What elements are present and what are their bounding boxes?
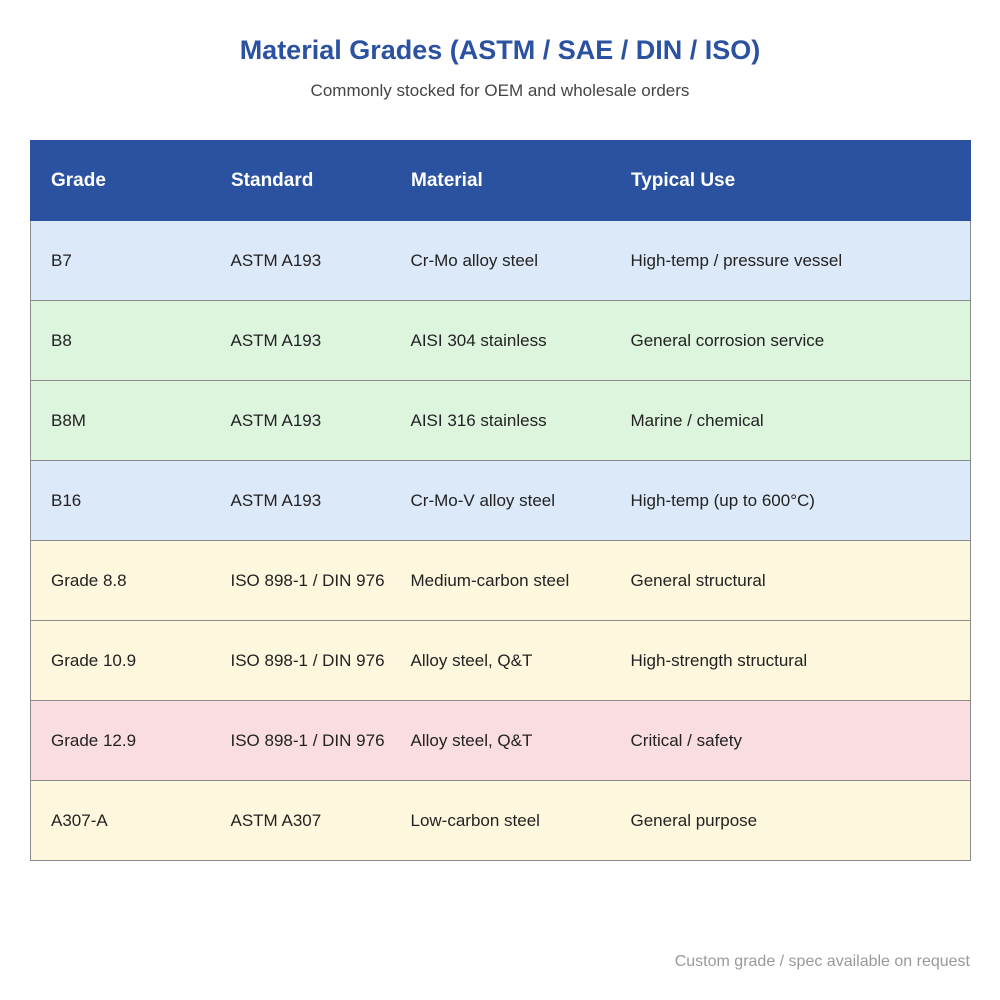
table-row: B16 ASTM A193 Cr-Mo-V alloy steel High-t… <box>30 460 971 541</box>
cell-typical-use: General corrosion service <box>610 300 971 381</box>
cell-material: Alloy steel, Q&T <box>390 700 611 781</box>
column-header-material: Material <box>390 140 611 221</box>
footer-note: Custom grade / spec available on request <box>674 953 970 970</box>
cell-standard: ASTM A193 <box>210 380 391 461</box>
cell-grade: B16 <box>30 460 211 541</box>
table-row: Grade 8.8 ISO 898-1 / DIN 976 Medium-car… <box>30 540 971 621</box>
cell-material: AISI 304 stainless <box>390 300 611 381</box>
cell-typical-use: Critical / safety <box>610 700 971 781</box>
cell-grade: Grade 8.8 <box>30 540 211 621</box>
table-row: B7 ASTM A193 Cr-Mo alloy steel High-temp… <box>30 220 971 301</box>
cell-material: Alloy steel, Q&T <box>390 620 611 701</box>
cell-typical-use: High-strength structural <box>610 620 971 701</box>
cell-grade: B8 <box>30 300 211 381</box>
cell-grade: A307-A <box>30 780 211 861</box>
column-header-standard: Standard <box>210 140 391 221</box>
column-header-typical-use: Typical Use <box>610 140 971 221</box>
cell-standard: ASTM A307 <box>210 780 391 861</box>
page-title: Material Grades (ASTM / SAE / DIN / ISO) <box>239 35 761 65</box>
cell-standard: ISO 898-1 / DIN 976 <box>210 540 391 621</box>
table-row: B8M ASTM A193 AISI 316 stainless Marine … <box>30 380 971 461</box>
cell-typical-use: High-temp (up to 600°C) <box>610 460 971 541</box>
cell-standard: ASTM A193 <box>210 220 391 301</box>
cell-standard: ASTM A193 <box>210 460 391 541</box>
cell-typical-use: General structural <box>610 540 971 621</box>
cell-material: Medium-carbon steel <box>390 540 611 621</box>
table-header-row: Grade Standard Material Typical Use <box>30 140 971 221</box>
table-row: Grade 10.9 ISO 898-1 / DIN 976 Alloy ste… <box>30 620 971 701</box>
cell-grade: B7 <box>30 220 211 301</box>
cell-typical-use: General purpose <box>610 780 971 861</box>
cell-material: Cr-Mo-V alloy steel <box>390 460 611 541</box>
cell-grade: Grade 10.9 <box>30 620 211 701</box>
table-row: A307-A ASTM A307 Low-carbon steel Genera… <box>30 780 971 861</box>
cell-standard: ISO 898-1 / DIN 976 <box>210 620 391 701</box>
table-row: B8 ASTM A193 AISI 304 stainless General … <box>30 300 971 381</box>
cell-typical-use: High-temp / pressure vessel <box>610 220 971 301</box>
cell-material: Low-carbon steel <box>390 780 611 861</box>
cell-typical-use: Marine / chemical <box>610 380 971 461</box>
cell-standard: ISO 898-1 / DIN 976 <box>210 700 391 781</box>
page-subtitle: Commonly stocked for OEM and wholesale o… <box>310 81 690 100</box>
cell-grade: Grade 12.9 <box>30 700 211 781</box>
column-header-grade: Grade <box>30 140 211 221</box>
cell-standard: ASTM A193 <box>210 300 391 381</box>
cell-grade: B8M <box>30 380 211 461</box>
table-row: Grade 12.9 ISO 898-1 / DIN 976 Alloy ste… <box>30 700 971 781</box>
cell-material: Cr-Mo alloy steel <box>390 220 611 301</box>
material-grades-table: Grade Standard Material Typical Use B7 A… <box>30 140 971 861</box>
cell-material: AISI 316 stainless <box>390 380 611 461</box>
